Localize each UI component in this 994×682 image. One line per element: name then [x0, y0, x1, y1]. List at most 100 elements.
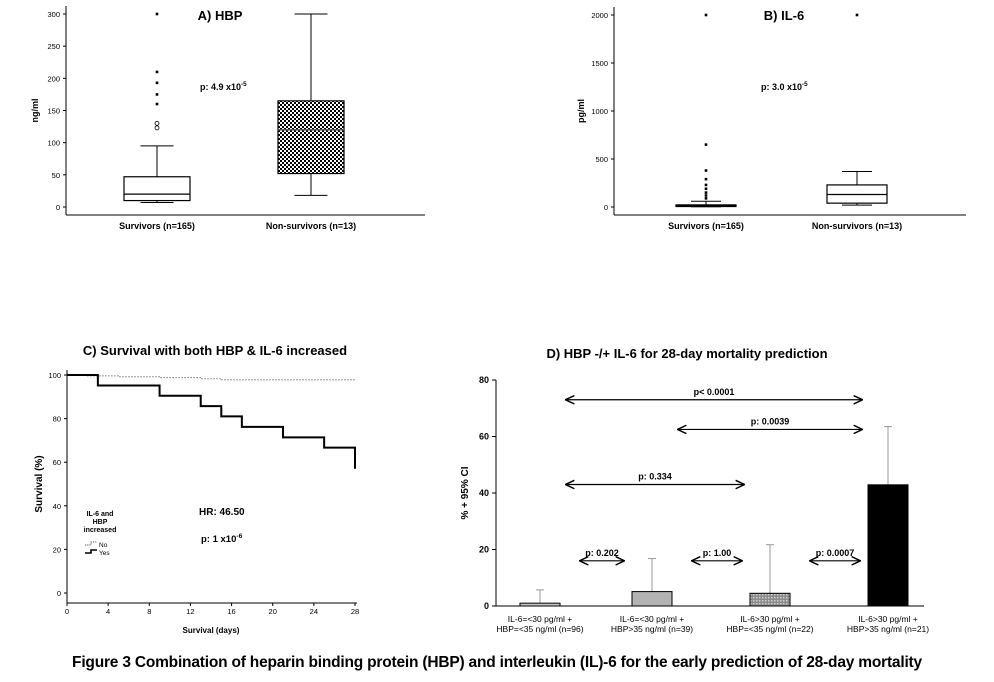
iqr-box	[277, 100, 345, 175]
y-axis-label: % + 95% CI	[460, 466, 471, 519]
legend-label: Yes	[99, 550, 110, 557]
category-label: HBP=<35 ng/ml (n=22)	[726, 624, 813, 634]
outlier-extreme	[704, 194, 708, 197]
x-tick-label: 8	[147, 607, 151, 616]
y-tick-label: 2000	[591, 11, 608, 20]
comparison-p-label: p: 1.00	[703, 548, 732, 558]
box-group-0	[123, 12, 191, 203]
comparison-p-label: p: 0.202	[585, 548, 619, 558]
y-tick-label: 0	[484, 601, 489, 611]
legend-title-line: HBP	[93, 519, 108, 526]
outlier-circle	[154, 125, 160, 131]
x-tick-label: 16	[227, 607, 235, 616]
outlier-extreme	[704, 177, 708, 181]
y-axis-label: Survival (%)	[34, 455, 45, 512]
panel-c-survival-curve: C) Survival with both HBP & IL-6 increas…	[34, 343, 359, 635]
outlier-extreme	[155, 102, 159, 106]
outlier-extreme	[704, 187, 708, 191]
comparison-p-label: p: 0.0007	[816, 548, 855, 558]
legend-title-line: IL-6 and	[87, 511, 114, 518]
y-axis-label: pg/ml	[576, 99, 586, 123]
p-value-annotation: p: 1 x10-6	[201, 533, 243, 545]
category-label: IL-6=<30 pg/ml +	[620, 614, 685, 624]
y-tick-label: 60	[479, 432, 489, 442]
x-axis-label: Survival (days)	[183, 626, 240, 635]
outlier-extreme	[704, 13, 708, 17]
category-label: Non-survivors (n=13)	[266, 221, 356, 231]
outlier-circle	[154, 120, 160, 126]
y-tick-label: 80	[479, 375, 489, 385]
survival-line-no	[67, 374, 355, 381]
outlier-extreme	[704, 143, 708, 146]
p-value-annotation: p: 3.0 x10-5	[761, 81, 808, 92]
legend-label: No	[99, 542, 108, 549]
x-tick-label: 20	[269, 607, 277, 616]
panel-d-mortality-bar-chart: D) HBP -/+ IL-6 for 28-day mortality pre…	[460, 346, 929, 634]
outlier-extreme	[155, 70, 159, 74]
bar	[631, 591, 673, 607]
outlier-extreme	[155, 12, 159, 16]
chart-title: A) HBP	[198, 8, 243, 23]
y-tick-label: 0	[57, 589, 61, 598]
outlier-extreme	[704, 183, 708, 187]
panel-b-il6-boxplot: 0 500 1000 1500 2000 B) IL-6 pg/ml p: 3.0 x10-5…	[576, 7, 966, 231]
box-group-1	[277, 13, 345, 196]
p-value-annotation: p: 4.9 x10-5	[200, 81, 247, 92]
box-group-0	[675, 13, 737, 208]
chart-title: D) HBP -/+ IL-6 for 28-day mortality pre…	[546, 346, 827, 361]
figure-caption: Figure 3 Combination of heparin binding …	[72, 654, 922, 671]
outlier-extreme	[155, 93, 159, 96]
category-label: IL-6>30 pg/ml +	[740, 614, 800, 624]
y-tick-label: 300	[47, 10, 60, 19]
x-tick-label: 0	[65, 607, 69, 616]
y-tick-label: 1500	[591, 59, 608, 68]
category-label: Non-survivors (n=13)	[812, 221, 902, 231]
category-label: Survivors (n=165)	[119, 221, 195, 231]
x-tick-label: 24	[310, 607, 318, 616]
bar-group-1	[631, 558, 673, 607]
bar-group-0	[519, 589, 561, 607]
outlier-extreme	[704, 169, 708, 172]
y-tick-label: 80	[53, 415, 61, 424]
comparison-p-label: p: 0.334	[638, 472, 672, 482]
comparison-p-label: p: 0.0039	[751, 416, 790, 426]
category-label: IL-6>30 pg/ml +	[858, 614, 918, 624]
y-tick-label: 0	[604, 203, 608, 212]
chart-title: B) IL-6	[764, 8, 804, 23]
category-label: Survivors (n=165)	[668, 221, 744, 231]
iqr-box	[123, 176, 191, 202]
y-tick-label: 40	[53, 502, 61, 511]
legend-title-line: increased	[84, 527, 117, 534]
bar-group-2	[749, 544, 791, 607]
outlier-extreme	[704, 197, 708, 200]
y-tick-label: 1000	[591, 107, 608, 116]
y-tick-label: 100	[48, 371, 61, 380]
x-tick-label: 28	[351, 607, 359, 616]
y-tick-label: 60	[53, 458, 61, 467]
comparison-p-label: p< 0.0001	[694, 387, 735, 397]
bar	[749, 592, 791, 607]
bar-group-3	[867, 426, 909, 607]
category-label: IL-6=<30 pg/ml +	[508, 614, 573, 624]
bar	[519, 602, 561, 607]
y-tick-label: 50	[52, 171, 60, 180]
panel-a-hbp-boxplot: 0 50 100 150 200 250 300 A) HBP ng/ml p: 4.9 x10-…	[30, 6, 425, 231]
bar	[867, 484, 909, 607]
x-tick-label: 4	[106, 607, 110, 616]
y-axis-label: ng/ml	[30, 99, 40, 123]
y-tick-label: 100	[47, 139, 60, 148]
survival-line-yes	[67, 374, 356, 469]
outlier-extreme	[155, 81, 159, 85]
y-tick-label: 20	[479, 545, 489, 555]
hazard-ratio-label: HR: 46.50	[199, 507, 245, 518]
y-tick-label: 20	[53, 545, 61, 554]
category-label: HBP>35 ng/ml (n=21)	[847, 624, 929, 634]
box-group-1	[826, 13, 888, 206]
y-tick-label: 500	[595, 155, 608, 164]
x-tick-label: 12	[186, 607, 194, 616]
legend-swatch	[85, 541, 97, 546]
chart-title: C) Survival with both HBP & IL-6 increas…	[83, 343, 347, 358]
y-tick-label: 40	[479, 488, 489, 498]
category-label: HBP=<35 ng/ml (n=96)	[496, 624, 583, 634]
